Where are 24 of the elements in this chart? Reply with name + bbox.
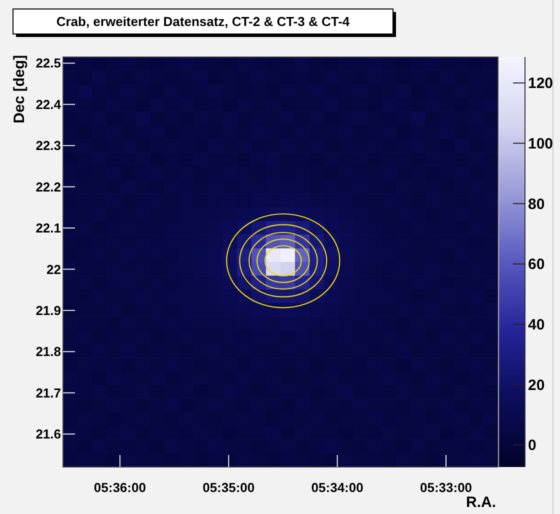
color-bar-label: 120 xyxy=(528,75,554,92)
y-tick-label: 22.1 xyxy=(36,220,61,236)
x-axis-title: R.A. xyxy=(466,494,496,511)
y-tick-label: 21.9 xyxy=(36,302,61,318)
y-tick-label: 22.4 xyxy=(36,96,62,112)
y-tick-label: 22 xyxy=(46,262,61,277)
color-bar-label: 40 xyxy=(528,316,545,334)
y-tick-label: 21.6 xyxy=(36,426,61,442)
x-tick-label: 05:33:00 xyxy=(420,480,472,495)
y-tick-label: 21.8 xyxy=(36,344,61,360)
x-tick-label: 05:35:00 xyxy=(202,480,255,495)
x-tick-label: 05:36:00 xyxy=(94,480,146,495)
y-tick-label: 22.5 xyxy=(36,56,61,71)
y-axis-title: Dec [deg] xyxy=(11,54,28,124)
y-tick-label: 22.3 xyxy=(36,138,61,154)
chart-title: Crab, erweiterter Datensatz, CT-2 & CT-3 & CT-4 xyxy=(56,14,350,29)
x-tick-label: 05:34:00 xyxy=(311,480,364,495)
color-bar-label: 20 xyxy=(528,376,545,394)
color-bar-label: 0 xyxy=(528,437,536,454)
color-bar-label: 100 xyxy=(528,136,554,153)
y-tick-label: 21.7 xyxy=(36,385,61,400)
color-bar-label: 60 xyxy=(528,256,545,274)
color-bar-label: 80 xyxy=(528,196,545,213)
y-tick-label: 22.2 xyxy=(36,179,61,194)
